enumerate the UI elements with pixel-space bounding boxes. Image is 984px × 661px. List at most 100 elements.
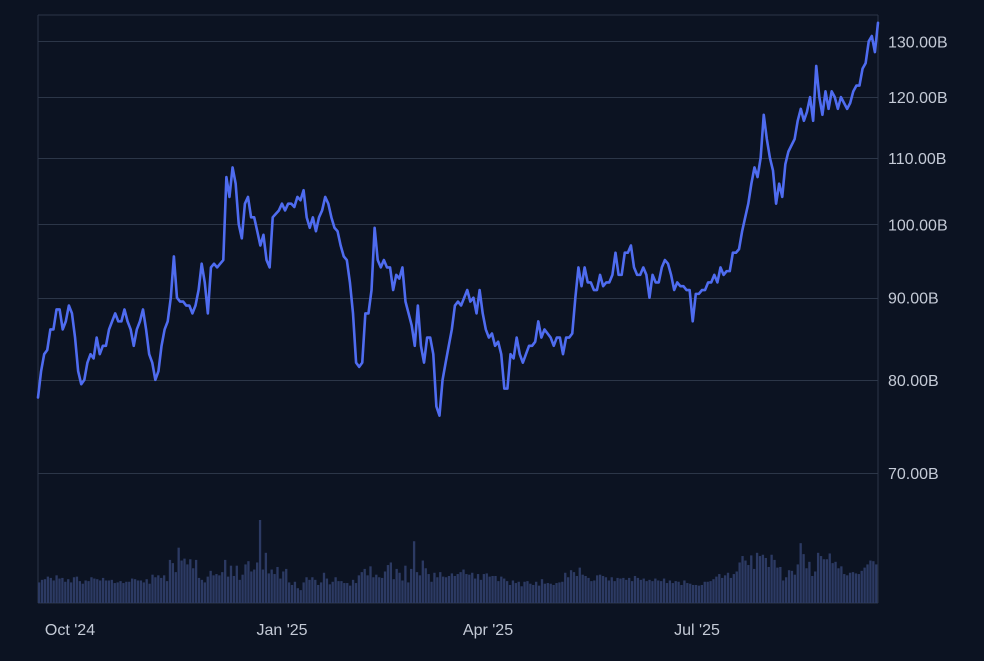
volume-bar (302, 582, 305, 603)
volume-bar (453, 575, 456, 603)
volume-bar (840, 566, 843, 603)
volume-bar (386, 565, 390, 603)
volume-bar (101, 577, 105, 603)
volume-bar (590, 581, 593, 603)
volume-bar (784, 577, 788, 603)
volume-bar (572, 572, 576, 603)
volume-bar (819, 556, 823, 603)
volume-bar (546, 583, 549, 603)
volume-bar (601, 575, 605, 603)
volume-bar (514, 583, 517, 603)
volume-bar (351, 579, 355, 603)
volume-bar (793, 574, 797, 603)
volume-bar (814, 571, 817, 603)
y-tick-label: 70.00B (888, 466, 939, 483)
volume-bar (436, 577, 439, 603)
volume-bar (75, 576, 79, 603)
volume-bar (104, 580, 108, 603)
volume-bar (799, 543, 802, 603)
volume-bar (741, 556, 744, 603)
volume-bar (354, 583, 358, 603)
volume-bar (55, 575, 58, 603)
volume-bar (613, 581, 616, 603)
volume-bar (465, 574, 468, 603)
volume-bar (587, 577, 590, 603)
volume-bar (197, 577, 201, 603)
volume-bar (183, 558, 186, 603)
volume-bar (363, 568, 366, 603)
volume-bar (848, 572, 852, 603)
y-axis: 70.00B 80.00B 90.00B 100.00B 110.00B 120.00B 1… (888, 34, 948, 483)
volume-bar (662, 578, 666, 603)
volume-bar (459, 572, 462, 603)
volume-bar (366, 575, 369, 603)
volume-bar (84, 580, 87, 603)
volume-bar (380, 577, 384, 603)
volume-bar (735, 571, 738, 603)
volume-bar (787, 570, 791, 603)
volume-bar (697, 585, 701, 603)
volume-bar (686, 583, 689, 603)
volume-bar (494, 575, 497, 603)
volume-bar (488, 576, 491, 603)
volume-bar (215, 574, 218, 603)
volume-bar (311, 577, 314, 603)
volume-bar (723, 575, 727, 603)
volume-bar (491, 575, 494, 603)
volume-bar (758, 556, 762, 603)
volume-bar (427, 574, 430, 603)
volume-bar (497, 581, 500, 603)
volume-bar (732, 574, 735, 603)
volume-bar (567, 577, 570, 603)
volume-bar (264, 552, 268, 603)
volume-bar (747, 565, 750, 603)
y-tick-label: 110.00B (888, 151, 946, 168)
volume-bar (305, 577, 308, 603)
volume-bar (625, 579, 628, 603)
volume-bar (87, 581, 90, 603)
x-axis: Oct '24 Jan '25 Apr '25 Jul '25 (45, 622, 720, 639)
volume-bar (38, 582, 41, 603)
volume-bar (706, 581, 709, 603)
volume-bar (407, 582, 410, 603)
volume-bar (668, 580, 672, 603)
volume-bar (308, 579, 311, 603)
volume-bar (258, 520, 262, 603)
volume-bar (322, 572, 326, 603)
volume-bar (564, 572, 567, 603)
volume-bar (561, 581, 564, 603)
volume-bar (192, 568, 195, 603)
volume-bar (410, 568, 413, 603)
x-tick-label: Jan '25 (256, 622, 307, 639)
volume-bar (755, 552, 759, 603)
volume-bar (349, 585, 352, 603)
volume-bar (162, 575, 166, 603)
volume-bar (520, 586, 523, 603)
volume-bar (616, 577, 619, 603)
volume-bar (168, 559, 172, 603)
volume-bar (718, 574, 721, 603)
volume-bar (369, 566, 372, 603)
volume-bar (651, 581, 654, 603)
volume-bar (654, 578, 657, 603)
volume-bar (375, 574, 378, 603)
volume-bar (113, 583, 116, 603)
volume-bar (811, 575, 814, 603)
volume-bar (200, 579, 204, 603)
volume-bar (503, 578, 506, 603)
volume-bar (136, 580, 140, 603)
volume-bar (171, 563, 175, 603)
volume-bar (160, 577, 163, 603)
volume-bar (250, 571, 253, 603)
volume-bar (549, 583, 552, 603)
volume-bar (206, 576, 209, 603)
y-tick-label: 100.00B (888, 217, 948, 234)
volume-bar (476, 574, 480, 603)
volume-bar (744, 560, 747, 603)
volume-bar (235, 565, 238, 603)
volume-bar (834, 561, 837, 603)
volume-bar (639, 579, 642, 603)
volume-bar (128, 581, 131, 603)
volume-bar (203, 582, 206, 603)
volume-bar (253, 569, 256, 603)
